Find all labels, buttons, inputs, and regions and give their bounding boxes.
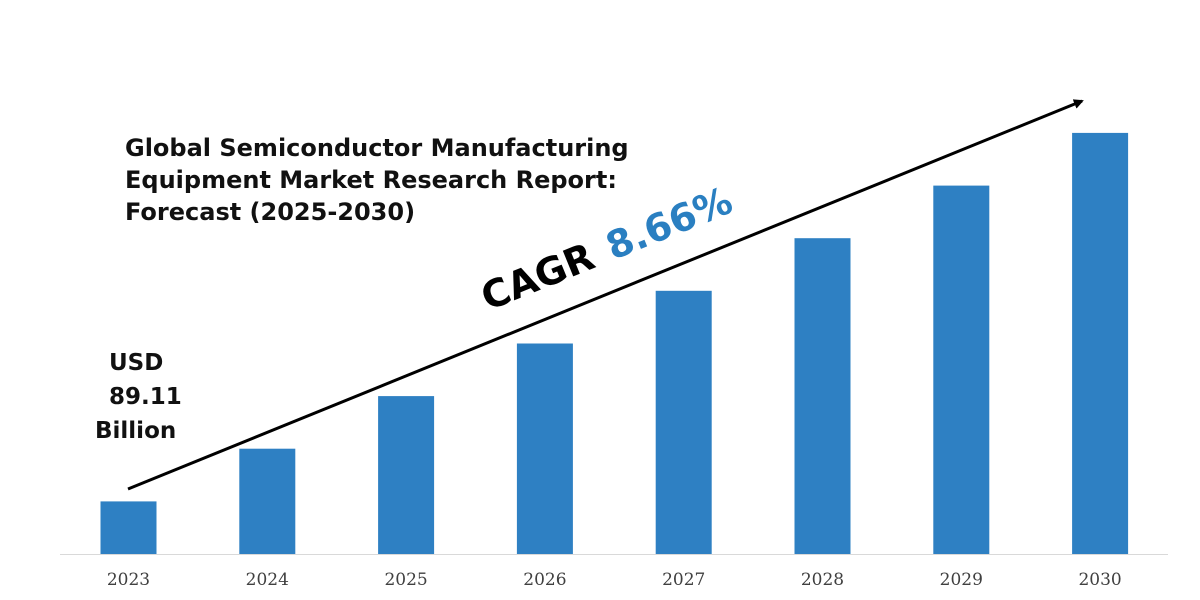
bar-2024	[239, 448, 296, 554]
base-value-annotation: USD 89.11 Billion	[95, 346, 205, 448]
x-tick-label-2024: 2024	[246, 570, 289, 590]
chart-title-line-1: Global Semiconductor Manufacturing	[125, 134, 629, 162]
growth-trend-arrow	[127, 99, 1084, 491]
bars-group	[100, 132, 1129, 554]
x-tick-label-2025: 2025	[384, 570, 427, 590]
bar-2026	[516, 343, 573, 554]
bar-2023	[100, 501, 157, 554]
x-tick-label-2030: 2030	[1078, 570, 1121, 590]
annotation-currency: USD	[109, 350, 164, 376]
bar-2025	[378, 396, 435, 554]
x-tick-label-2023: 2023	[107, 570, 150, 590]
x-tick-labels: 2023 2024 2025 2026 2027 2028 2029 2030	[107, 570, 1122, 590]
bar-2029	[933, 185, 990, 554]
x-tick-label-2026: 2026	[523, 570, 566, 590]
x-tick-label-2028: 2028	[801, 570, 844, 590]
bar-2028	[794, 238, 851, 554]
chart-title-line-3: Forecast (2025-2030)	[125, 198, 416, 226]
cagr-prefix-text: CAGR	[475, 234, 601, 319]
chart-title-line-2: Equipment Market Research Report:	[125, 166, 617, 194]
x-tick-label-2027: 2027	[662, 570, 705, 590]
annotation-amount: 89.11	[109, 384, 182, 410]
annotation-unit: Billion	[95, 418, 177, 444]
x-tick-label-2029: 2029	[940, 570, 983, 590]
chart-title: Global Semiconductor Manufacturing Equip…	[125, 132, 685, 228]
bar-2030	[1072, 132, 1129, 554]
bar-2027	[655, 290, 712, 554]
